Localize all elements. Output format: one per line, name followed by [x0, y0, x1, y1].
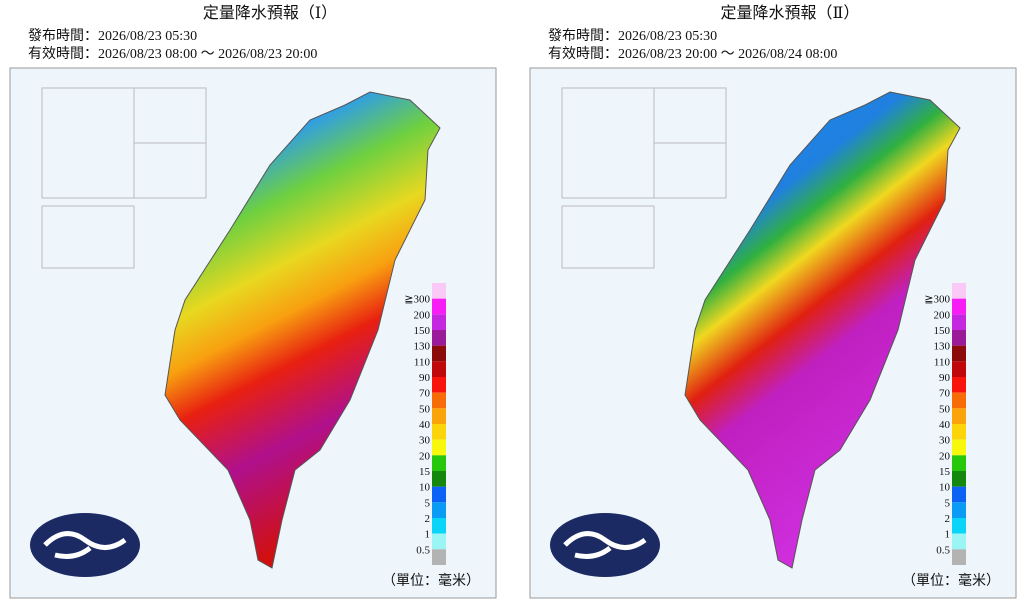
logo-swirl — [43, 531, 127, 559]
legend-label: 40 — [419, 419, 431, 431]
legend-label: 90 — [419, 372, 431, 384]
legend-swatch — [952, 392, 966, 409]
legend-swatch — [952, 518, 966, 534]
legend-swatch — [432, 298, 446, 315]
legend-swatch — [432, 455, 446, 471]
legend-label: 130 — [414, 341, 431, 353]
legend-swatch — [952, 330, 966, 346]
legend-label: ≧300 — [924, 294, 950, 306]
legend-swatch — [952, 298, 966, 315]
legend-label: 1 — [945, 529, 951, 541]
legend-swatch — [952, 408, 966, 424]
legend-swatch — [952, 486, 966, 503]
legend-swatch — [432, 314, 446, 330]
inset-boxes — [561, 87, 727, 269]
legend-label: 15 — [939, 466, 951, 478]
legend-swatch — [432, 408, 446, 424]
legend-label: 5 — [425, 497, 431, 509]
legend-label: 50 — [419, 403, 431, 415]
legend-label: 0.5 — [936, 544, 950, 556]
unit-label: （單位：毫米） — [382, 572, 480, 589]
logo-swirl — [563, 531, 647, 559]
legend-label: 150 — [414, 325, 431, 337]
legend-label: ≧300 — [404, 294, 430, 306]
legend-label: 70 — [939, 388, 951, 400]
legend-swatch — [432, 345, 446, 362]
legend-swatch — [952, 314, 966, 330]
inset-boxes — [41, 87, 207, 269]
panel: 定量降水預報（Ⅰ） 發布時間：2026/08/23 05:30 有效時間：202… — [9, 4, 497, 599]
legend-label: 50 — [939, 403, 951, 415]
legend-swatch — [432, 486, 446, 503]
legend-swatch — [952, 377, 966, 393]
legend-label: 150 — [934, 325, 951, 337]
legend-label: 2 — [945, 513, 951, 525]
legend-swatch — [952, 345, 966, 362]
legend-label: 1 — [425, 529, 431, 541]
legend-label: 15 — [419, 466, 431, 478]
legend-label: 30 — [419, 435, 431, 447]
legend-label: 10 — [939, 482, 951, 494]
valid-time: 有效時間：2026/08/23 20:00 ～ 2026/08/24 08:00 — [548, 46, 837, 62]
legend-swatch — [952, 549, 966, 565]
legend-swatch — [432, 392, 446, 409]
legend-label: 0.5 — [416, 544, 430, 556]
legend-swatch — [952, 439, 966, 456]
taiwan-map — [684, 91, 961, 569]
legend-swatch — [432, 424, 446, 440]
legend-label: 30 — [939, 435, 951, 447]
legend-label: 5 — [945, 497, 951, 509]
legend-label: 110 — [934, 356, 951, 368]
legend-swatch — [432, 471, 446, 487]
legend-label: 10 — [419, 482, 431, 494]
issued-time: 發布時間：2026/08/23 05:30 — [28, 28, 197, 44]
issued-time: 發布時間：2026/08/23 05:30 — [548, 28, 717, 44]
legend-swatch — [432, 439, 446, 456]
legend-swatch — [432, 502, 446, 518]
legend-swatch — [952, 424, 966, 440]
legend-swatch — [952, 455, 966, 471]
legend-swatch — [432, 377, 446, 393]
legend: ≧300 200 150 130 110 90 70 50 40 30 20 15 10 5 2 1 0.5 — [924, 283, 966, 565]
legend-swatch — [432, 283, 446, 299]
legend-label: 130 — [934, 341, 951, 353]
legend: ≧300 200 150 130 110 90 70 50 40 30 20 15 10 5 2 1 0.5 — [404, 283, 446, 565]
unit-label: （單位：毫米） — [902, 572, 1000, 589]
legend-swatch — [952, 533, 966, 550]
legend-label: 200 — [414, 309, 431, 321]
logo — [30, 513, 140, 577]
legend-label: 70 — [419, 388, 431, 400]
legend-swatch — [952, 471, 966, 487]
legend-swatch — [952, 283, 966, 299]
legend-swatch — [432, 518, 446, 534]
legend-swatch — [432, 533, 446, 550]
legend-swatch — [952, 361, 966, 377]
legend-label: 110 — [414, 356, 431, 368]
legend-label: 90 — [939, 372, 951, 384]
legend-swatch — [432, 361, 446, 377]
legend-label: 20 — [419, 450, 431, 462]
panel: 定量降水預報（Ⅱ） 發布時間：2026/08/23 05:30 有效時間：202… — [529, 4, 1017, 599]
legend-label: 40 — [939, 419, 951, 431]
legend-label: 20 — [939, 450, 951, 462]
legend-label: 2 — [425, 513, 431, 525]
logo — [550, 513, 660, 577]
legend-swatch — [432, 549, 446, 565]
panel-title: 定量降水預報（Ⅱ） — [721, 4, 860, 22]
legend-label: 200 — [934, 309, 951, 321]
legend-swatch — [952, 502, 966, 518]
valid-time: 有效時間：2026/08/23 08:00 ～ 2026/08/23 20:00 — [28, 46, 317, 62]
panel-title: 定量降水預報（Ⅰ） — [203, 4, 337, 22]
legend-swatch — [432, 330, 446, 346]
taiwan-map — [164, 91, 441, 569]
